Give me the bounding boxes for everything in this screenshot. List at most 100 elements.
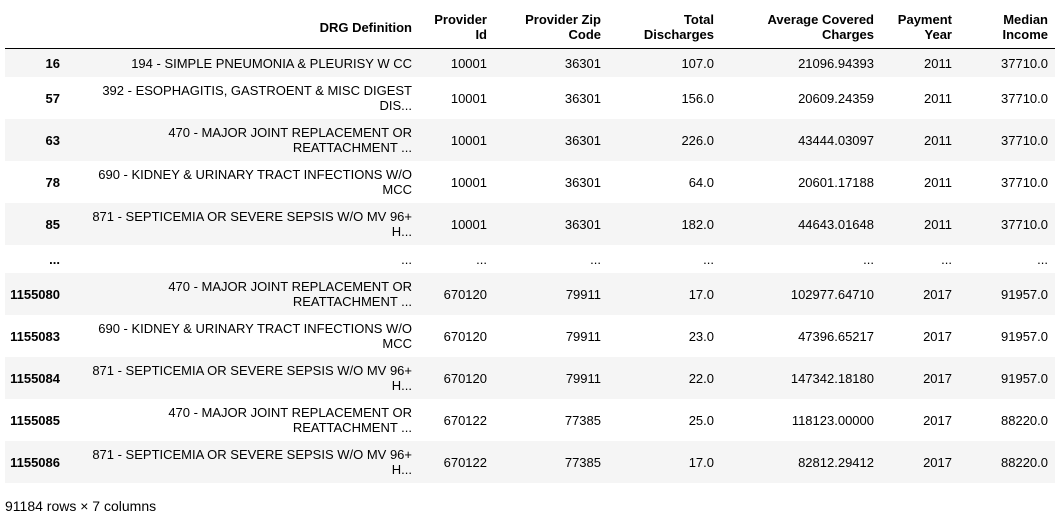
cell-income: 91957.0 bbox=[1001, 286, 1048, 302]
cell-income: 37710.0 bbox=[1001, 55, 1048, 71]
drg-line: 871 - SEPTICEMIA OR SEVERE SEPSIS W/O MV… bbox=[92, 363, 412, 378]
row-index: 63 bbox=[45, 132, 60, 148]
cell-discharges: ... bbox=[703, 251, 714, 267]
cell-provider-id: 10001 bbox=[450, 90, 487, 106]
drg-line: REATTACHMENT ... bbox=[292, 294, 412, 309]
cell-year: 2017 bbox=[923, 454, 952, 470]
cell-income: 88220.0 bbox=[1001, 454, 1048, 470]
column-header-line: Payment bbox=[897, 12, 952, 27]
cell-drg-definition: 871 - SEPTICEMIA OR SEVERE SEPSIS W/O MV… bbox=[67, 203, 419, 245]
cell-charges: 147342.18180 bbox=[790, 370, 874, 386]
cell-zip: 36301 bbox=[564, 216, 601, 232]
cell-charges: 82812.29412 bbox=[798, 454, 874, 470]
drg-line: 392 - ESOPHAGITIS, GASTROENT & MISC DIGE… bbox=[102, 83, 412, 98]
drg-line: MCC bbox=[382, 182, 412, 197]
cell-drg-definition: 470 - MAJOR JOINT REPLACEMENT OR REATTACH… bbox=[67, 119, 419, 161]
cell-income: 37710.0 bbox=[1001, 132, 1048, 148]
table-row: 1155084 871 - SEPTICEMIA OR SEVERE SEPSIS… bbox=[5, 357, 1055, 399]
column-header-line: Income bbox=[1002, 27, 1048, 42]
row-index: 1155085 bbox=[10, 412, 60, 428]
drg-line: MCC bbox=[382, 336, 412, 351]
table-row: 57 392 - ESOPHAGITIS, GASTROENT & MISC DI… bbox=[5, 77, 1055, 119]
drg-line: H... bbox=[391, 378, 412, 393]
drg-line: DIS... bbox=[379, 98, 412, 113]
cell-charges: ... bbox=[863, 251, 874, 267]
drg-line: 871 - SEPTICEMIA OR SEVERE SEPSIS W/O MV… bbox=[92, 209, 412, 224]
cell-drg-definition: 194 - SIMPLE PNEUMONIA & PLEURISY W CC bbox=[67, 49, 419, 78]
cell-provider-id: 670122 bbox=[443, 412, 487, 428]
drg-line: 690 - KIDNEY & URINARY TRACT INFECTIONS … bbox=[98, 321, 412, 336]
column-header-line: Year bbox=[924, 27, 952, 42]
cell-provider-id: 670122 bbox=[443, 454, 487, 470]
cell-charges: 118123.00000 bbox=[791, 412, 874, 428]
cell-discharges: 182.0 bbox=[681, 216, 714, 232]
cell-discharges: 107.0 bbox=[681, 55, 714, 71]
cell-zip: 79911 bbox=[565, 286, 601, 302]
row-index: 1155084 bbox=[10, 370, 60, 386]
column-header-year: Payment Year bbox=[881, 5, 959, 49]
cell-drg-definition: 392 - ESOPHAGITIS, GASTROENT & MISC DIGE… bbox=[67, 77, 419, 119]
cell-drg-definition: 470 - MAJOR JOINT REPLACEMENT OR REATTACH… bbox=[67, 273, 419, 315]
cell-provider-id: 670120 bbox=[443, 370, 487, 386]
column-header-line: Provider Zip bbox=[525, 12, 601, 27]
cell-provider-id: 670120 bbox=[443, 286, 487, 302]
cell-zip: 36301 bbox=[564, 132, 601, 148]
cell-discharges: 226.0 bbox=[681, 132, 714, 148]
row-index: ... bbox=[49, 251, 60, 267]
cell-discharges: 22.0 bbox=[688, 370, 714, 386]
cell-provider-id: 10001 bbox=[450, 174, 487, 190]
table-body: 16 194 - SIMPLE PNEUMONIA & PLEURISY W CC… bbox=[5, 48, 1055, 483]
cell-income: 88220.0 bbox=[1001, 412, 1048, 428]
cell-zip: 77385 bbox=[564, 412, 601, 428]
cell-income: 91957.0 bbox=[1001, 328, 1048, 344]
cell-income: 37710.0 bbox=[1001, 90, 1048, 106]
column-header-line: Median bbox=[1003, 12, 1048, 27]
column-header-line: Average Covered bbox=[767, 12, 874, 27]
row-index: 85 bbox=[45, 216, 60, 232]
column-header-line: Id bbox=[475, 27, 487, 42]
drg-line: 690 - KIDNEY & URINARY TRACT INFECTIONS … bbox=[98, 167, 412, 182]
cell-income: ... bbox=[1037, 251, 1048, 267]
cell-discharges: 23.0 bbox=[688, 328, 714, 344]
row-index: 1155083 bbox=[10, 328, 60, 344]
cell-drg-definition: 871 - SEPTICEMIA OR SEVERE SEPSIS W/O MV… bbox=[67, 357, 419, 399]
drg-line: H... bbox=[391, 462, 412, 477]
cell-provider-id: 670120 bbox=[443, 328, 487, 344]
cell-drg-definition: ... bbox=[67, 245, 419, 273]
cell-charges: 47396.65217 bbox=[798, 328, 874, 344]
table-row: 1155080 470 - MAJOR JOINT REPLACEMENT OR R… bbox=[5, 273, 1055, 315]
drg-line: REATTACHMENT ... bbox=[292, 420, 412, 435]
cell-year: ... bbox=[941, 251, 952, 267]
table-row: 1155086 871 - SEPTICEMIA OR SEVERE SEPSIS… bbox=[5, 441, 1055, 483]
drg-line: 194 - SIMPLE PNEUMONIA & PLEURISY W CC bbox=[131, 55, 412, 71]
table-row: 1155083 690 - KIDNEY & URINARY TRACT INFE… bbox=[5, 315, 1055, 357]
drg-line: 470 - MAJOR JOINT REPLACEMENT OR bbox=[168, 125, 412, 140]
cell-zip: 77385 bbox=[564, 454, 601, 470]
row-index: 57 bbox=[45, 90, 60, 106]
ellipsis-row: ........................ bbox=[5, 245, 1055, 273]
row-index: 16 bbox=[45, 55, 60, 71]
dataframe-table: DRG Definition Provider Id Provider Zip Code… bbox=[5, 5, 1055, 483]
cell-year: 2011 bbox=[924, 55, 952, 71]
cell-zip: 36301 bbox=[564, 174, 601, 190]
row-index: 1155086 bbox=[10, 454, 60, 470]
column-header-line: Charges bbox=[821, 27, 874, 42]
cell-discharges: 25.0 bbox=[688, 412, 714, 428]
column-header-provider_id: Provider Id bbox=[419, 5, 494, 49]
row-index: 1155080 bbox=[10, 286, 60, 302]
column-header-discharges: Total Discharges bbox=[608, 5, 721, 49]
cell-drg-definition: 690 - KIDNEY & URINARY TRACT INFECTIONS … bbox=[67, 315, 419, 357]
column-header-line: Code bbox=[568, 27, 602, 42]
cell-provider-id: ... bbox=[476, 251, 487, 267]
cell-discharges: 156.0 bbox=[681, 90, 714, 106]
column-header-income: Median Income bbox=[959, 5, 1055, 49]
cell-zip: 79911 bbox=[565, 370, 601, 386]
column-header-line: Discharges bbox=[643, 27, 714, 42]
shape-summary: 91184 rows × 7 columns bbox=[5, 498, 157, 514]
column-header-charges: Average Covered Charges bbox=[721, 5, 881, 49]
table-row: 1155085 470 - MAJOR JOINT REPLACEMENT OR R… bbox=[5, 399, 1055, 441]
cell-year: 2017 bbox=[923, 286, 952, 302]
cell-income: 37710.0 bbox=[1001, 174, 1048, 190]
cell-provider-id: 10001 bbox=[450, 55, 487, 71]
